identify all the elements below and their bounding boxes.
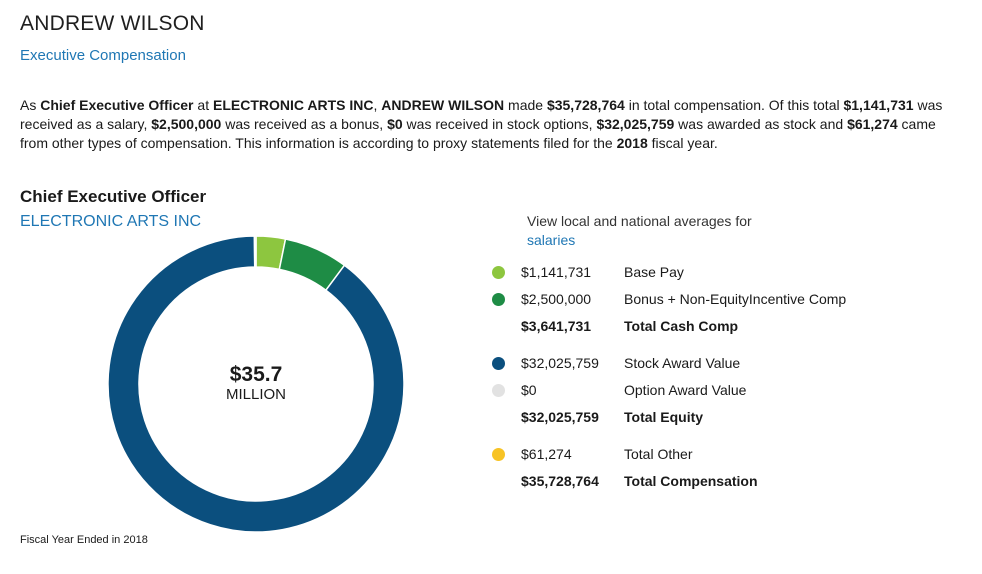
role-heading: Chief Executive Officer	[20, 187, 207, 206]
legend-label: Total Equity	[624, 409, 704, 425]
summary-other: $61,274	[847, 116, 898, 132]
summary-text: was awarded as stock and	[674, 116, 848, 132]
summary-options: $0	[387, 116, 403, 132]
summary-bonus: $2,500,000	[151, 116, 222, 132]
donut-slice-total-other	[253, 236, 257, 268]
donut-center-unit: MILLION	[226, 386, 286, 403]
summary-text: made	[504, 97, 547, 113]
legend-row: $1,141,731 Base Pay	[490, 262, 970, 284]
legend-label: Stock Award Value	[624, 355, 741, 371]
summary-text: was received as a bonus,	[221, 116, 388, 132]
legend-amount: $0	[521, 382, 537, 398]
legend-amount: $35,728,764	[521, 473, 599, 489]
legend-label: Total Cash Comp	[624, 318, 739, 334]
legend-dot-icon	[492, 384, 505, 397]
legend-row: $0 Option Award Value	[490, 380, 970, 402]
legend-amount: $32,025,759	[521, 409, 599, 425]
legend-dot-icon	[492, 266, 505, 279]
averages-text: View local and national averages for	[527, 213, 752, 229]
legend-dot-icon	[492, 357, 505, 370]
legend-label: Bonus + Non-EquityIncentive Comp	[624, 291, 847, 307]
compensation-summary: As Chief Executive Officer at ELECTRONIC…	[20, 96, 960, 153]
legend-dot-icon	[492, 293, 505, 306]
donut-center-value: $35.7	[230, 363, 283, 386]
summary-company: ELECTRONIC ARTS INC	[212, 97, 374, 113]
legend-amount: $32,025,759	[521, 355, 599, 371]
summary-stock: $32,025,759	[596, 116, 675, 132]
executive-compensation-link[interactable]: Executive Compensation	[20, 47, 186, 64]
summary-title: Chief Executive Officer	[40, 97, 194, 113]
summary-text: was received as a salary,	[20, 97, 943, 132]
legend-label: Base Pay	[624, 264, 684, 280]
salaries-link[interactable]: salaries	[527, 232, 576, 248]
legend-row: $61,274 Total Other	[490, 444, 970, 466]
summary-text: in total compensation. Of this total	[624, 97, 844, 113]
legend-label: Total Compensation	[624, 473, 758, 489]
legend-amount: $61,274	[521, 446, 572, 462]
legend-label: Option Award Value	[624, 382, 747, 398]
legend-dot-icon	[492, 448, 505, 461]
company-link[interactable]: ELECTRONIC ARTS INC	[20, 213, 202, 230]
legend-row: $35,728,764 Total Compensation	[490, 471, 970, 493]
summary-name: ANDREW WILSON	[381, 97, 505, 113]
legend-row: $2,500,000 Bonus + Non-EquityIncentive Co…	[490, 289, 970, 311]
averages-note: View local and national averages for sal…	[527, 212, 752, 250]
summary-text: As	[20, 97, 41, 113]
summary-text: at	[193, 97, 213, 113]
legend-amount: $1,141,731	[521, 264, 592, 280]
executive-name: ANDREW WILSON	[20, 12, 205, 35]
compensation-donut-chart: $35.7 MILLION	[107, 236, 405, 532]
legend-amount: $3,641,731	[521, 318, 592, 334]
legend-row: $3,641,731 Total Cash Comp	[490, 316, 970, 338]
legend-amount: $2,500,000	[521, 291, 592, 307]
legend-row: $32,025,759 Stock Award Value	[490, 353, 970, 375]
fiscal-year-note: Fiscal Year Ended in 2018	[20, 534, 148, 546]
legend-label: Total Other	[624, 446, 693, 462]
summary-year: 2018	[616, 135, 648, 151]
summary-text: ,	[373, 97, 382, 113]
donut-slice-stock-award-value	[107, 236, 405, 532]
summary-text: was received in stock options,	[402, 116, 597, 132]
summary-text: came from other types of compensation. T…	[20, 116, 936, 151]
summary-text: fiscal year.	[647, 135, 718, 151]
summary-total: $35,728,764	[546, 97, 625, 113]
summary-salary: $1,141,731	[843, 97, 914, 113]
legend-row: $32,025,759 Total Equity	[490, 407, 970, 429]
